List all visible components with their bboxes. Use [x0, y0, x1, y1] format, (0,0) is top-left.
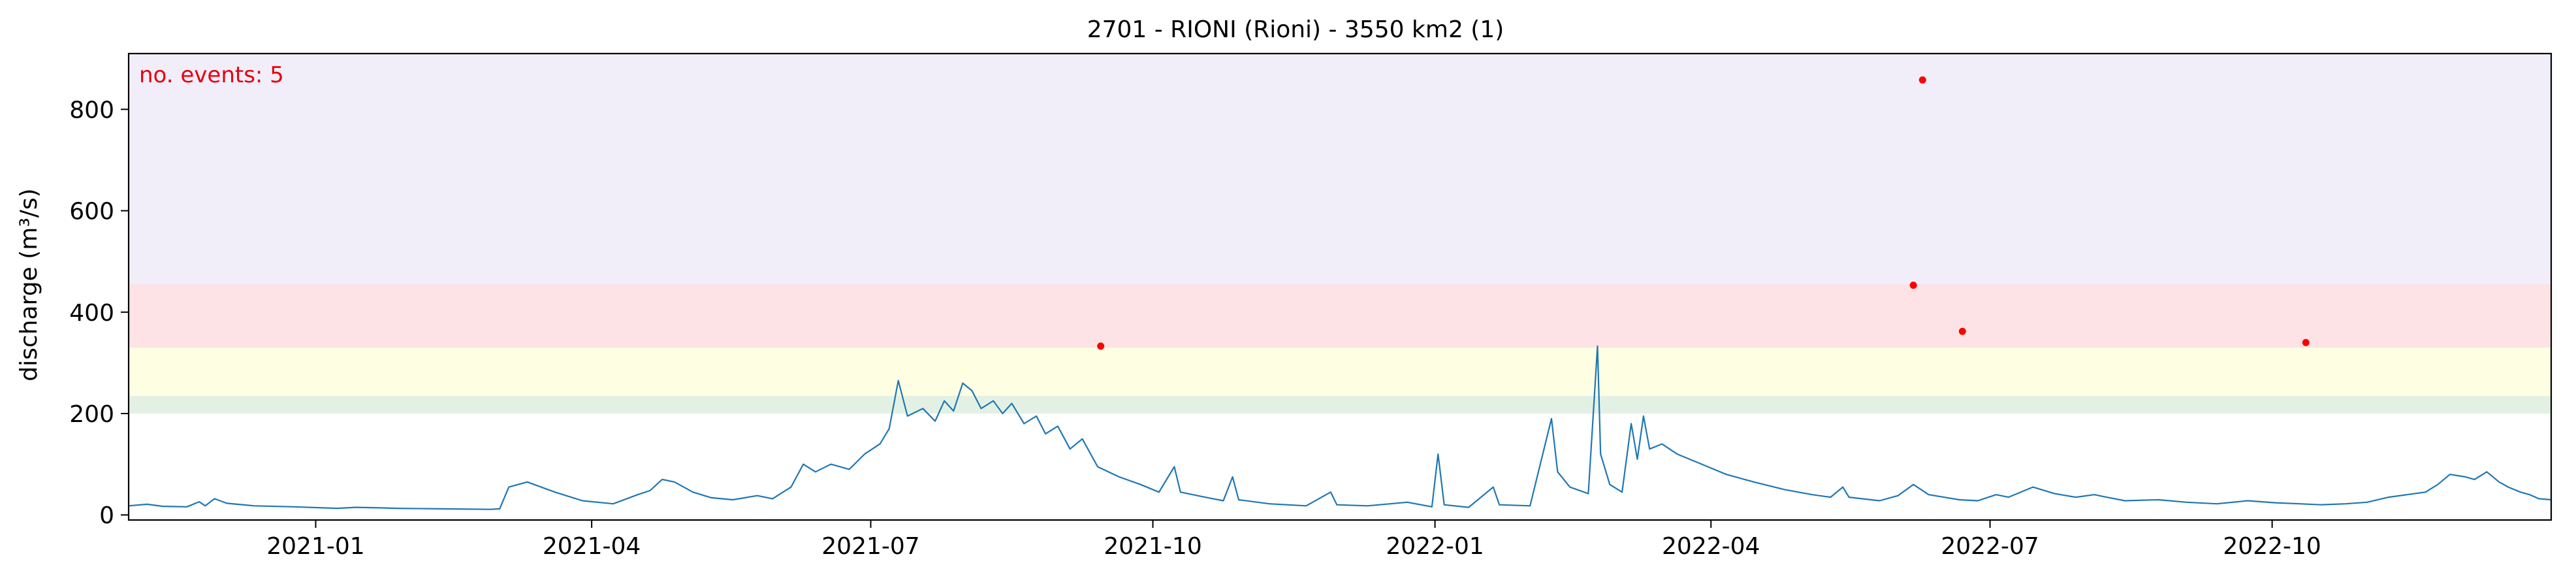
event-count-annotation: no. events: 5 — [139, 62, 284, 88]
x-tick-label-1: 2021-01 — [266, 533, 364, 560]
event-marker-5 — [2302, 338, 2310, 346]
x-tick-label-3: 2021-07 — [821, 533, 919, 560]
threshold-band-2 — [129, 348, 2551, 396]
x-tick-label-7: 2022-07 — [1941, 533, 2039, 560]
series-line-1 — [128, 345, 2552, 510]
y-tick-label-3: 400 — [69, 300, 114, 327]
event-markers — [1097, 76, 2310, 350]
threshold-bands — [129, 54, 2551, 414]
y-tick-label-5: 800 — [69, 97, 114, 123]
plot-frame — [127, 52, 2552, 521]
threshold-band-4 — [129, 54, 2551, 285]
y-tick-label-1: 0 — [99, 502, 114, 529]
y-axis-label: discharge (m³/s) — [16, 188, 42, 381]
event-marker-3 — [1918, 76, 1926, 84]
x-tick-label-4: 2021-10 — [1104, 533, 1201, 560]
threshold-band-3 — [129, 284, 2551, 348]
chart-title: 2701 - RIONI (Rioni) - 3550 km2 (1) — [1087, 16, 1504, 43]
x-tick-label-6: 2022-04 — [1662, 533, 1760, 560]
y-axis-ticks: 0 200 400 600 800 — [69, 97, 129, 529]
x-tick-label-8: 2022-10 — [2223, 533, 2321, 560]
series-lines — [128, 345, 2552, 510]
y-tick-label-4: 600 — [69, 199, 114, 225]
event-marker-4 — [1958, 327, 1966, 335]
event-marker-1 — [1097, 342, 1105, 350]
x-tick-label-2: 2021-04 — [543, 533, 641, 560]
threshold-band-1 — [129, 395, 2551, 414]
y-tick-label-2: 200 — [69, 401, 114, 428]
event-marker-2 — [1909, 282, 1917, 289]
x-axis-ticks: 2021-01 2021-04 2021-07 2021-10 2022-01 2022-… — [266, 520, 2321, 560]
x-tick-label-5: 2022-01 — [1386, 533, 1484, 560]
